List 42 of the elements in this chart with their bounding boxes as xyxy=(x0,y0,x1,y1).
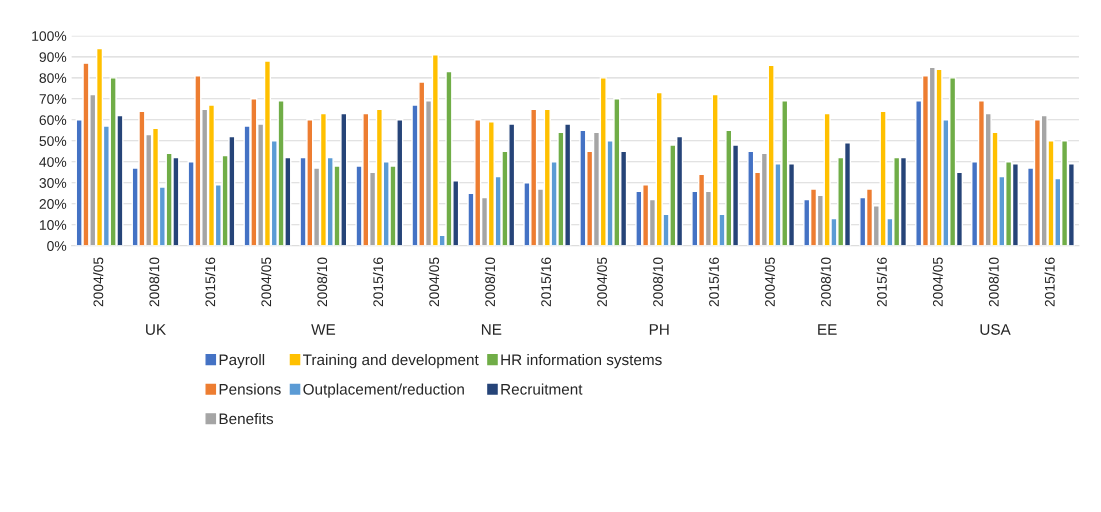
x-tick-label: 2008/10 xyxy=(820,257,831,307)
legend-label: Pensions xyxy=(219,383,281,395)
x-tick-label: 2008/10 xyxy=(149,257,160,307)
x-tick-label: 2015/16 xyxy=(708,257,719,307)
y-tick-label: 80% xyxy=(39,73,67,83)
legend-label: Payroll xyxy=(219,353,265,369)
text: NE xyxy=(481,324,502,335)
text: UK xyxy=(146,324,166,335)
legend-label: Training and development xyxy=(303,353,479,369)
y-tick-label: 100% xyxy=(32,31,67,42)
text: WE xyxy=(311,324,336,335)
x-tick-label: 2015/16 xyxy=(540,257,552,307)
x-tick-label: 2004/05 xyxy=(93,257,104,307)
y-tick-label: 50% xyxy=(39,136,67,146)
x-tick-label: 2015/16 xyxy=(876,257,887,307)
legend-label: Outplacement/reduction xyxy=(303,383,464,398)
x-tick-label: 2008/10 xyxy=(988,257,999,307)
y-tick-label: 30% xyxy=(39,178,67,188)
y-tick-label: 90% xyxy=(39,52,67,62)
x-tick-label: 2004/05 xyxy=(932,257,943,307)
text: EE xyxy=(818,324,837,335)
x-tick-label: 2008/10 xyxy=(652,257,663,307)
legend-label: Benefits xyxy=(219,413,274,425)
x-tick-label: 2008/10 xyxy=(316,257,328,307)
y-tick-label: 0% xyxy=(47,241,67,251)
y-tick-label: 70% xyxy=(39,94,67,104)
y-tick-label: 10% xyxy=(39,220,67,230)
x-tick-label: 2015/16 xyxy=(205,257,216,307)
x-tick-label: 2015/16 xyxy=(372,257,384,307)
x-tick-label: 2015/16 xyxy=(1044,257,1055,307)
text: USA xyxy=(980,324,1011,335)
y-tick-label: 60% xyxy=(39,115,67,125)
legend-label: Recruitment xyxy=(501,383,583,395)
text: PH xyxy=(649,324,669,335)
legend-label: HR information systems xyxy=(501,353,662,369)
y-tick-label: 20% xyxy=(39,199,67,209)
x-tick-label: 2004/05 xyxy=(596,257,607,307)
x-tick-label: 2004/05 xyxy=(764,257,775,307)
x-tick-label: 2004/05 xyxy=(428,257,440,307)
x-tick-label: 2004/05 xyxy=(260,257,272,307)
y-tick-label: 40% xyxy=(39,157,67,167)
x-tick-label: 2008/10 xyxy=(484,257,496,307)
